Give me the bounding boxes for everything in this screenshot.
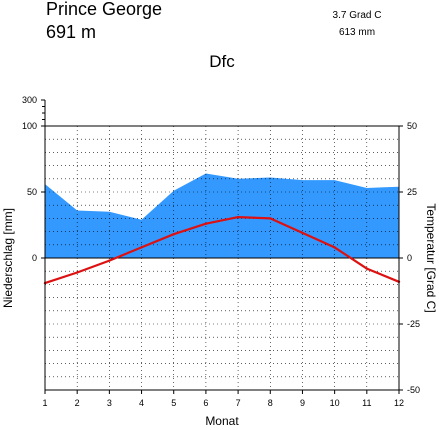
x-tick-label: 4 bbox=[139, 398, 144, 408]
temperature-point bbox=[172, 233, 175, 236]
precip-tick-label: 300 bbox=[22, 95, 37, 105]
temperature-point bbox=[301, 231, 304, 235]
temperature-point bbox=[333, 246, 336, 249]
precip-tick-label: 0 bbox=[32, 253, 37, 263]
annual-precipitation: 613 mm bbox=[339, 27, 375, 38]
x-tick-label: 5 bbox=[171, 398, 176, 408]
mean-temperature: 3.7 Grad C bbox=[333, 10, 382, 21]
temperature-point bbox=[204, 222, 208, 225]
temp-tick-label: 0 bbox=[407, 253, 412, 263]
temperature-point bbox=[236, 215, 240, 219]
x-tick-label: 12 bbox=[394, 398, 404, 408]
climate-classification: Dfc bbox=[209, 52, 235, 71]
x-tick-label: 8 bbox=[268, 398, 273, 408]
precipitation-area bbox=[45, 173, 399, 258]
precipitation-series bbox=[45, 173, 399, 258]
x-tick-label: 3 bbox=[107, 398, 112, 408]
x-tick-label: 7 bbox=[236, 398, 241, 408]
precip-tick-label: 100 bbox=[22, 121, 37, 131]
temperature-point bbox=[140, 246, 143, 249]
x-tick-label: 9 bbox=[300, 398, 305, 408]
temp-tick-label: -25 bbox=[407, 319, 420, 329]
temperature-point bbox=[76, 271, 79, 274]
chart-gridlines bbox=[45, 126, 399, 390]
station-elevation: 691 m bbox=[46, 22, 96, 42]
temperature-point bbox=[365, 267, 368, 270]
temperature-point bbox=[269, 217, 272, 220]
temperature-series bbox=[43, 215, 401, 285]
x-tick-label: 2 bbox=[75, 398, 80, 408]
temp-tick-label: 50 bbox=[407, 121, 417, 131]
x-tick-label: 1 bbox=[42, 398, 47, 408]
y-axis-right-label: Temperatur [Grad C] bbox=[424, 203, 438, 312]
temperature-line bbox=[44, 216, 400, 285]
station-name: Prince George bbox=[46, 0, 162, 19]
x-tick-label: 11 bbox=[362, 398, 371, 408]
temp-tick-label: 25 bbox=[407, 187, 417, 197]
temperature-point bbox=[108, 259, 111, 262]
precip-tick-label: 50 bbox=[27, 187, 37, 197]
x-tick-label: 10 bbox=[330, 398, 340, 408]
temp-tick-label: -50 bbox=[407, 385, 420, 395]
y-axis-left-label: Niederschlag [mm] bbox=[1, 208, 15, 308]
x-axis-label: Monat bbox=[205, 414, 239, 428]
x-tick-label: 6 bbox=[203, 398, 208, 408]
